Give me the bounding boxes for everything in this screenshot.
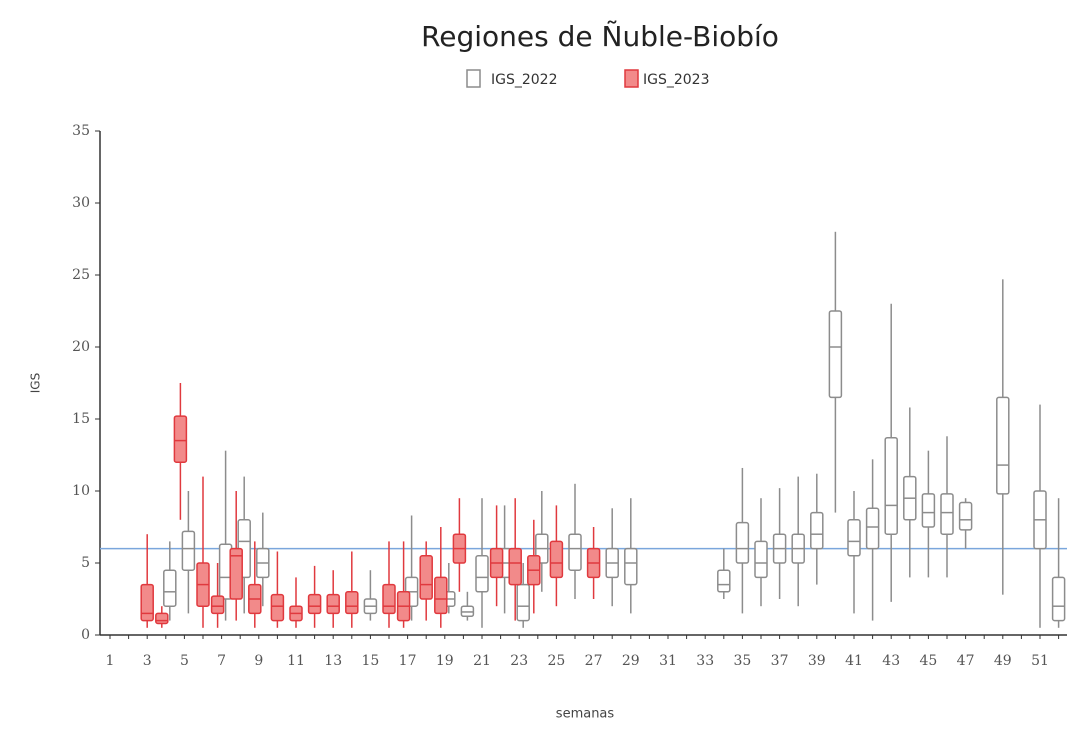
box xyxy=(270,593,285,622)
box xyxy=(140,583,154,622)
x-tick-label: 21 xyxy=(473,653,491,669)
box xyxy=(508,547,522,586)
x-tick-label: 17 xyxy=(399,653,417,669)
x-tick-label: 37 xyxy=(771,653,789,669)
y-tick-label: 10 xyxy=(72,483,90,499)
box xyxy=(958,501,973,531)
box xyxy=(229,547,243,600)
box xyxy=(828,310,843,399)
x-tick-label: 1 xyxy=(106,653,115,669)
box xyxy=(810,511,824,550)
box xyxy=(735,521,750,564)
legend-swatch xyxy=(624,69,639,88)
y-tick-label: 15 xyxy=(72,411,90,427)
box xyxy=(475,555,489,593)
box xyxy=(326,593,340,615)
box xyxy=(717,569,731,593)
y-tick-label: 5 xyxy=(81,555,90,571)
box xyxy=(1051,576,1066,622)
box xyxy=(345,591,359,615)
legend-label: IGS_2023 xyxy=(643,72,710,88)
y-tick-label: 20 xyxy=(72,339,90,355)
x-tick-label: 31 xyxy=(659,653,677,669)
y-tick-label: 35 xyxy=(72,123,90,139)
y-tick-label: 30 xyxy=(72,195,90,211)
x-axis-label: semanas xyxy=(556,707,615,722)
box xyxy=(163,569,177,607)
x-tick-label: 19 xyxy=(436,653,454,669)
box xyxy=(307,593,322,615)
x-tick-label: 39 xyxy=(808,653,826,669)
x-tick-label: 29 xyxy=(622,653,640,669)
box xyxy=(173,415,188,463)
y-axis-label: IGS xyxy=(29,373,43,393)
box xyxy=(624,547,638,586)
legend-label: IGS_2022 xyxy=(491,72,558,88)
x-tick-label: 49 xyxy=(994,653,1012,669)
y-tick-label: 25 xyxy=(72,267,90,283)
x-tick-label: 47 xyxy=(957,653,975,669)
x-tick-label: 11 xyxy=(287,653,305,669)
box xyxy=(996,396,1010,495)
y-tick-label: 0 xyxy=(81,627,90,643)
box xyxy=(865,507,880,550)
x-tick-label: 5 xyxy=(180,653,189,669)
box xyxy=(847,519,861,557)
box xyxy=(382,583,396,615)
box xyxy=(419,555,433,600)
x-tick-label: 43 xyxy=(882,653,900,669)
box xyxy=(568,533,582,571)
x-tick-label: 27 xyxy=(585,653,603,669)
box xyxy=(754,540,768,579)
x-tick-label: 23 xyxy=(510,653,528,669)
box xyxy=(884,436,898,535)
x-tick-label: 45 xyxy=(919,653,937,669)
x-tick-label: 33 xyxy=(696,653,714,669)
x-tick-label: 13 xyxy=(324,653,342,669)
x-tick-label: 7 xyxy=(217,653,226,669)
box xyxy=(434,576,448,615)
x-tick-label: 25 xyxy=(547,653,565,669)
x-tick-label: 35 xyxy=(733,653,751,669)
box xyxy=(940,493,954,535)
box xyxy=(155,612,169,625)
legend-swatch xyxy=(466,69,481,88)
x-tick-label: 9 xyxy=(254,653,263,669)
box xyxy=(181,530,196,571)
box xyxy=(516,583,530,622)
x-tick-label: 51 xyxy=(1031,653,1049,669)
box xyxy=(921,493,936,528)
x-tick-label: 3 xyxy=(143,653,152,669)
chart-title: Regiones de Ñuble-Biobío xyxy=(421,20,779,53)
x-tick-label: 15 xyxy=(361,653,379,669)
box xyxy=(210,595,225,615)
box xyxy=(549,540,564,579)
x-tick-label: 41 xyxy=(845,653,863,669)
